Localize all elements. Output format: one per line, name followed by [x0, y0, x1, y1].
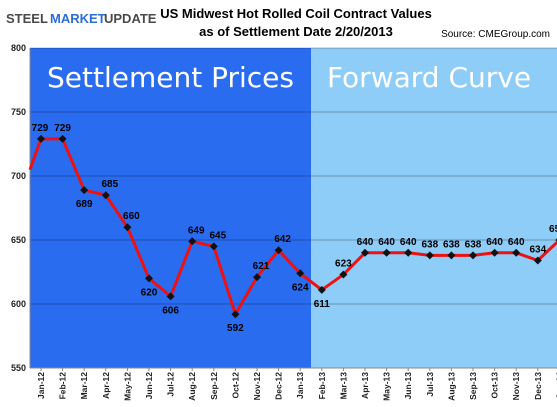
- data-label: 623: [335, 259, 352, 270]
- x-tick-label: Jun-13: [403, 372, 413, 400]
- data-point-marker: [37, 134, 45, 143]
- data-label: 660: [123, 211, 140, 222]
- data-point-marker: [123, 223, 132, 232]
- settlement-region-background: [30, 48, 311, 368]
- data-point-marker: [490, 248, 499, 257]
- y-tick-label: 600: [11, 299, 26, 309]
- data-labels: 729 729 689 685 660 620 606 649 645 592 621 642 624 6…: [32, 123, 557, 334]
- x-tick-label: Nov-12: [252, 372, 262, 401]
- x-tick-label: Jan-14: [554, 372, 557, 399]
- data-point-marker: [80, 186, 89, 195]
- gridlines: [29, 47, 557, 368]
- x-tick-label: May-13: [382, 372, 392, 401]
- data-label: 685: [101, 179, 118, 190]
- x-tick-label: Sep-13: [468, 372, 478, 400]
- chart-subtitle: as of Settlement Date 2/20/2013: [199, 24, 393, 39]
- data-point-marker: [188, 237, 197, 246]
- data-label: 638: [465, 239, 482, 250]
- settlement-prices-label: Settlement Prices: [47, 61, 294, 94]
- x-tick-label: Mar-13: [338, 372, 348, 400]
- data-point-marker: [274, 246, 283, 255]
- data-label: 620: [141, 287, 158, 298]
- data-label: 649: [188, 225, 205, 236]
- x-tick-label: Sep-12: [209, 372, 219, 400]
- data-point-marker: [339, 270, 348, 279]
- logo-update-text: UPDATE: [104, 11, 157, 26]
- data-label: 634: [529, 244, 546, 255]
- data-label: 645: [209, 230, 226, 241]
- data-label: 640: [508, 237, 525, 248]
- x-tick-label: Dec-13: [533, 372, 543, 400]
- data-point-marker: [425, 251, 434, 260]
- y-tick-label: 550: [11, 363, 26, 373]
- data-label: 621: [253, 261, 270, 272]
- logo-steel-text: STEEL: [6, 11, 48, 26]
- x-tick-label: Oct-13: [490, 372, 500, 399]
- data-point-marker: [209, 242, 218, 251]
- x-tick-label: Jul-12: [166, 372, 176, 397]
- data-point-marker: [361, 248, 369, 257]
- data-label: 640: [400, 237, 417, 248]
- data-point-marker: [231, 310, 240, 319]
- x-tick-label: Jul-13: [425, 372, 435, 397]
- x-tick-label: Jun-12: [144, 372, 154, 400]
- data-label: 611: [314, 299, 331, 310]
- data-label: 606: [162, 305, 179, 316]
- data-point-marker: [382, 248, 391, 257]
- data-point-marker: [145, 274, 153, 283]
- data-point-marker: [317, 285, 326, 294]
- data-label: 642: [274, 234, 291, 245]
- data-point-marker: [296, 269, 305, 278]
- x-tick-label: Apr-12: [101, 372, 111, 399]
- x-tick-label: Dec-12: [274, 372, 284, 400]
- x-axis-ticks: Jan-12 Feb-12 Mar-12 Apr-12 May-12 Jun-12 Jul-…: [36, 368, 557, 401]
- y-tick-label: 800: [11, 43, 26, 53]
- source-label: Source: CMEGroup.com: [441, 29, 550, 40]
- data-label: 624: [292, 282, 309, 293]
- data-label: 638: [421, 239, 438, 250]
- x-tick-label: Jan-13: [295, 372, 305, 399]
- y-tick-label: 750: [11, 107, 26, 117]
- x-tick-label: Jan-12: [36, 372, 46, 399]
- x-tick-label: Mar-12: [79, 372, 89, 400]
- x-tick-label: Nov-13: [511, 372, 521, 401]
- x-tick-label: Oct-12: [230, 372, 240, 399]
- x-tick-label: Aug-12: [187, 372, 197, 401]
- data-label: 729: [32, 123, 49, 134]
- x-tick-label: May-12: [122, 372, 132, 401]
- logo: STEEL MARKET UPDATE: [6, 11, 157, 26]
- x-tick-label: Apr-13: [360, 372, 370, 399]
- forward-region-background: [311, 48, 557, 368]
- data-point-marker: [166, 292, 175, 301]
- y-axis-ticks: 550 600 650 700 750 800: [11, 43, 26, 373]
- series-markers: [37, 134, 557, 319]
- forward-curve-label: Forward Curve: [327, 61, 531, 94]
- data-point-marker: [469, 251, 477, 260]
- x-tick-label: Aug-13: [446, 372, 456, 401]
- data-point-marker: [447, 251, 456, 260]
- data-label: 592: [227, 323, 244, 334]
- data-point-marker: [512, 248, 521, 257]
- x-tick-label: Feb-13: [317, 372, 327, 400]
- y-tick-label: 700: [11, 171, 26, 181]
- data-label: 640: [486, 237, 503, 248]
- data-label: 689: [76, 199, 93, 210]
- data-point-marker: [253, 273, 261, 282]
- data-label: 640: [378, 237, 395, 248]
- x-tick-label: Feb-12: [58, 372, 68, 400]
- data-point-marker: [404, 248, 413, 257]
- data-label: 638: [443, 239, 460, 250]
- data-point-marker: [533, 256, 542, 265]
- data-point-marker: [58, 134, 67, 143]
- logo-market-text: MARKET: [50, 11, 106, 26]
- data-label: 729: [54, 123, 71, 134]
- data-label: 650: [549, 224, 557, 235]
- data-point-marker: [101, 191, 110, 200]
- y-tick-label: 650: [11, 235, 26, 245]
- data-label: 640: [357, 237, 374, 248]
- chart-title: US Midwest Hot Rolled Coil Contract Valu…: [160, 6, 432, 21]
